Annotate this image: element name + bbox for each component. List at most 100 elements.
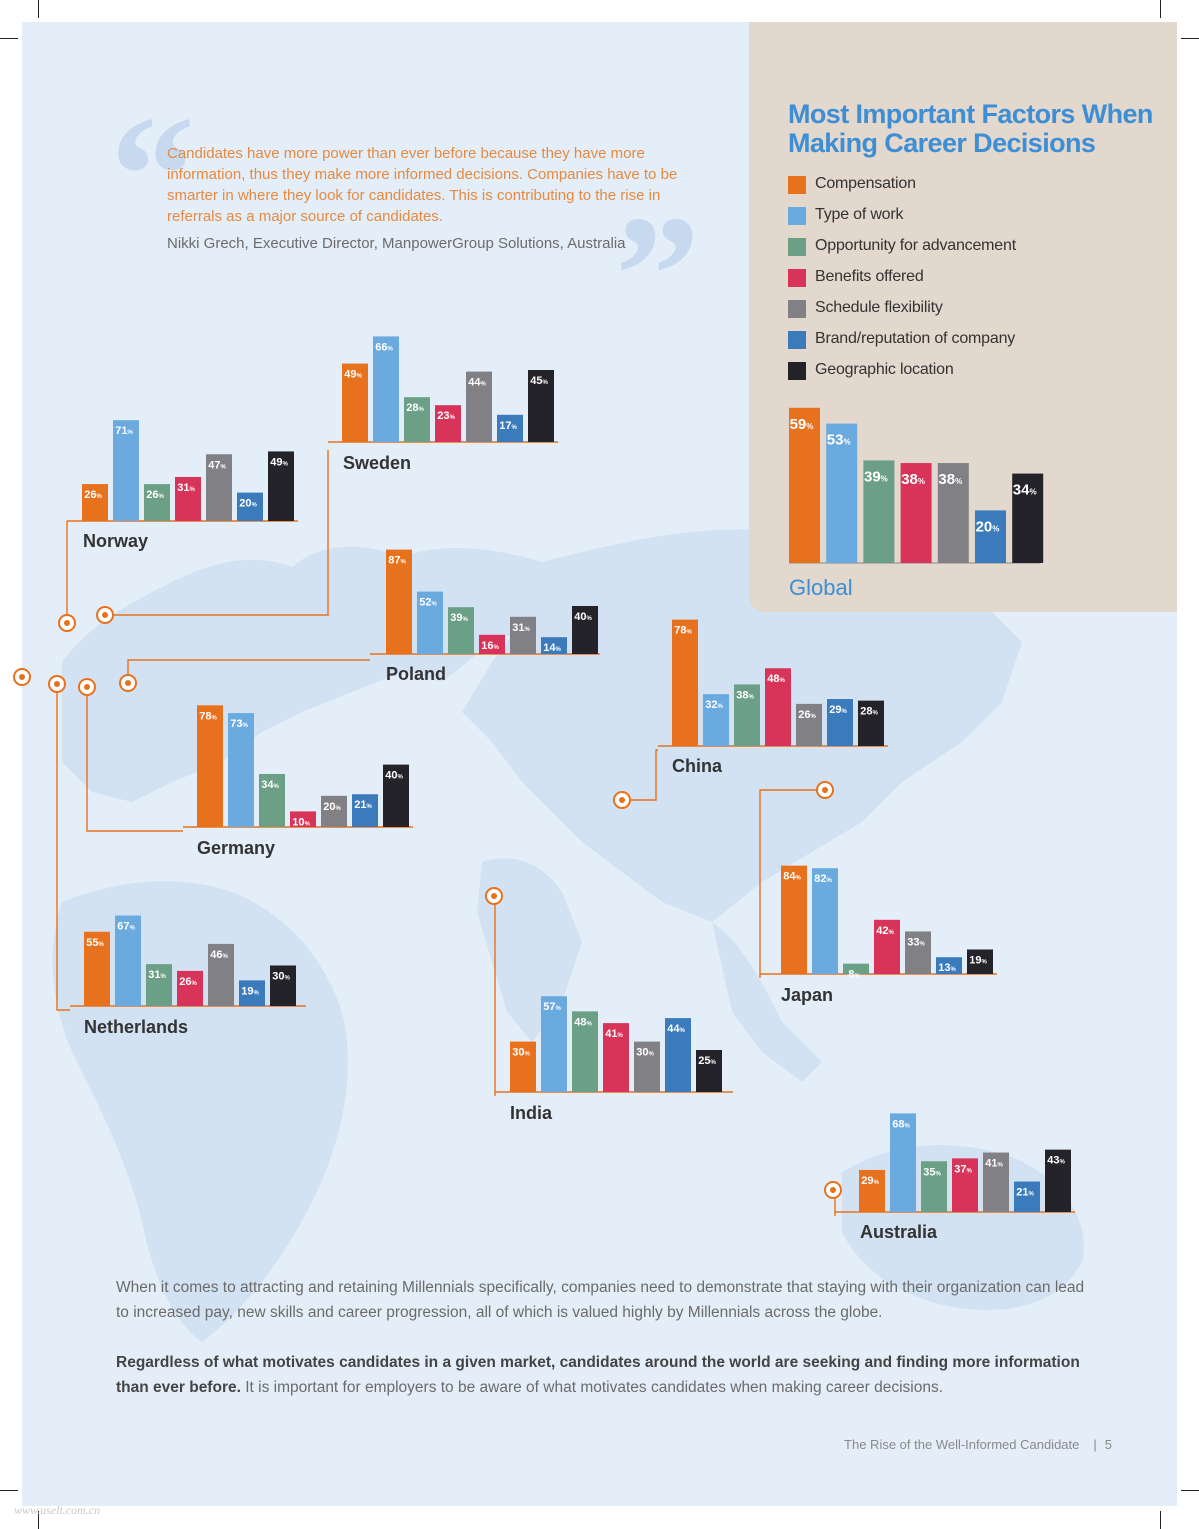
legend-item: Schedule flexibility xyxy=(788,297,1148,328)
watermark: www.uselt.com.cn xyxy=(14,1503,101,1517)
chart-title: Sweden xyxy=(343,453,411,473)
quote-attribution: Nikki Grech, Executive Director, Manpowe… xyxy=(167,235,626,252)
data-label-unit: % xyxy=(98,942,104,948)
bar xyxy=(703,694,729,746)
bar-chart-global: 59%53%39% 38% 38%20%34%Global xyxy=(789,407,1044,600)
bar xyxy=(115,915,141,1006)
bar-chart-poland: 87%52%39%16%31%14%40%Poland xyxy=(370,549,600,684)
data-label-unit: % xyxy=(918,477,925,486)
legend-swatch xyxy=(788,362,806,380)
data-label-unit: % xyxy=(648,1052,654,1058)
bar xyxy=(417,591,443,654)
data-label-unit: % xyxy=(431,602,437,608)
data-label-unit: % xyxy=(555,647,561,653)
data-label-unit: % xyxy=(96,494,102,500)
legend-label: Opportunity for advancement xyxy=(815,237,1016,254)
data-label-unit: % xyxy=(992,524,999,533)
location-marker-dot xyxy=(830,1187,836,1193)
quote-text: Candidates have more power than ever bef… xyxy=(167,145,678,225)
bar xyxy=(672,619,698,746)
legend-swatch xyxy=(788,331,806,349)
page-number: 5 xyxy=(1104,1437,1112,1452)
data-label-unit: % xyxy=(282,461,288,467)
connector-line xyxy=(56,684,70,1011)
crop-mark xyxy=(1181,1490,1199,1491)
bar xyxy=(352,794,378,827)
bar xyxy=(528,370,554,442)
bar xyxy=(270,965,296,1006)
legend-label: Brand/reputation of company xyxy=(815,330,1016,347)
bar xyxy=(826,423,858,563)
data-label-unit: % xyxy=(981,959,987,965)
data-label-unit: % xyxy=(524,1052,530,1058)
data-label-unit: % xyxy=(966,1168,972,1174)
bar xyxy=(572,1011,598,1092)
body-paragraph-2-bold: Regardless of what motivates candidates … xyxy=(116,1354,1080,1396)
bar xyxy=(404,397,430,442)
data-label-unit: % xyxy=(222,954,228,960)
bar xyxy=(373,336,399,442)
bar xyxy=(936,957,962,974)
bar xyxy=(383,764,409,827)
bar xyxy=(259,773,285,827)
footer-separator: | xyxy=(1093,1437,1097,1452)
data-label-unit: % xyxy=(251,503,257,509)
data-label-unit: % xyxy=(542,380,548,386)
crop-mark xyxy=(38,1511,39,1529)
data-label-unit: % xyxy=(191,981,197,987)
bar xyxy=(921,1161,947,1212)
chart-title: Australia xyxy=(860,1222,938,1242)
crop-mark xyxy=(1181,38,1199,39)
bar xyxy=(228,713,254,827)
legend-item: Brand/reputation of company xyxy=(788,328,1148,359)
bar xyxy=(386,549,412,654)
chart-title: Netherlands xyxy=(84,1017,188,1037)
chart-title: India xyxy=(510,1103,553,1123)
location-marker-dot xyxy=(619,797,625,803)
bar-chart-australia: 29%68%35% 37%41%21%43%Australia xyxy=(835,1113,1075,1242)
data-label-unit: % xyxy=(366,804,372,810)
data-label-unit: % xyxy=(242,723,248,729)
data-label-unit: % xyxy=(841,709,847,715)
location-marker-dot xyxy=(822,787,828,793)
data-label-unit: % xyxy=(160,974,166,980)
bar xyxy=(321,795,347,827)
data-label-unit: % xyxy=(524,627,530,633)
data-label-unit: % xyxy=(904,1123,910,1129)
bar-chart-sweden: 49%66%28% 23%44%17%45%Sweden xyxy=(328,336,558,473)
crop-mark xyxy=(38,0,39,18)
bar xyxy=(113,420,139,521)
bar xyxy=(1012,473,1044,563)
legend-swatch xyxy=(788,207,806,225)
bar xyxy=(572,606,598,654)
bar xyxy=(796,703,822,746)
bar xyxy=(843,963,869,974)
legend-swatch xyxy=(788,176,806,194)
chart-title: Poland xyxy=(386,664,446,684)
data-label-unit: % xyxy=(806,422,813,431)
data-label-unit: % xyxy=(950,967,956,973)
bar xyxy=(734,684,760,746)
data-label-unit: % xyxy=(284,976,290,982)
legend-label: Benefits offered xyxy=(815,268,924,285)
data-label-unit: % xyxy=(220,464,226,470)
body-paragraph-2-rest: It is important for employers to be awar… xyxy=(240,1379,944,1396)
legend-item: Compensation xyxy=(788,173,1148,204)
location-marker-dot xyxy=(19,674,25,680)
location-marker-dot xyxy=(491,893,497,899)
bar xyxy=(197,705,223,827)
crop-mark xyxy=(1160,1511,1161,1529)
chart-title: China xyxy=(672,756,723,776)
location-marker-dot xyxy=(102,612,108,618)
bar-chart-netherlands: 55%67%31% 26%46%19%30%Netherlands xyxy=(70,915,306,1037)
data-label-unit: % xyxy=(158,494,164,500)
bar xyxy=(603,1023,629,1092)
connector-line xyxy=(127,659,370,683)
data-label-unit: % xyxy=(888,930,894,936)
legend-item: Opportunity for advancement xyxy=(788,235,1148,266)
data-label-unit: % xyxy=(304,821,310,827)
data-label-unit: % xyxy=(717,704,723,710)
data-label-unit: % xyxy=(400,560,406,566)
bar xyxy=(268,451,294,521)
